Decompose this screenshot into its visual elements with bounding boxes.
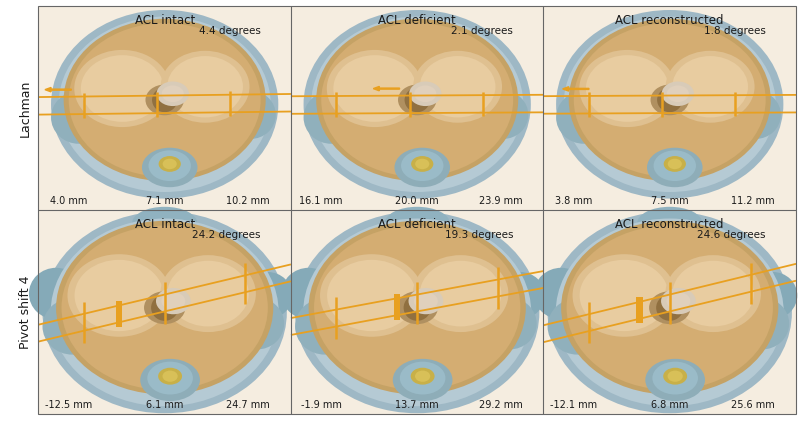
Text: 10.2 mm: 10.2 mm	[226, 196, 270, 206]
Text: CR: CR	[405, 81, 418, 90]
Text: 3.8 mm: 3.8 mm	[555, 196, 593, 206]
Text: -1.9 mm: -1.9 mm	[301, 400, 342, 410]
Text: ACL intact: ACL intact	[134, 14, 194, 27]
Text: 6.8 mm: 6.8 mm	[651, 400, 689, 410]
Text: 6.1 mm: 6.1 mm	[146, 400, 183, 410]
Text: 13.7 mm: 13.7 mm	[395, 400, 439, 410]
Text: -12.5 mm: -12.5 mm	[45, 400, 92, 410]
Text: CR: CR	[76, 82, 90, 91]
Text: 23.9 mm: 23.9 mm	[478, 196, 522, 206]
Text: ACL reconstructed: ACL reconstructed	[615, 218, 724, 231]
Text: 24.6 degrees: 24.6 degrees	[697, 230, 766, 240]
Text: 2.1 degrees: 2.1 degrees	[451, 26, 513, 36]
Text: CR: CR	[594, 81, 607, 90]
Text: ACL deficient: ACL deficient	[378, 14, 456, 27]
Text: 29.2 mm: 29.2 mm	[478, 400, 522, 410]
Text: 19.3 degrees: 19.3 degrees	[445, 230, 513, 240]
Text: 24.2 degrees: 24.2 degrees	[192, 230, 261, 240]
Text: 4.0 mm: 4.0 mm	[50, 196, 87, 206]
Text: Lachman: Lachman	[19, 80, 32, 137]
Text: ACL deficient: ACL deficient	[378, 218, 456, 231]
Text: CR: CR	[126, 305, 139, 314]
Text: 7.1 mm: 7.1 mm	[146, 196, 183, 206]
Text: Pivot shift 4: Pivot shift 4	[19, 276, 32, 349]
Text: 7.5 mm: 7.5 mm	[651, 196, 689, 206]
Text: -12.1 mm: -12.1 mm	[550, 400, 598, 410]
Text: 25.6 mm: 25.6 mm	[731, 400, 775, 410]
Text: 24.7 mm: 24.7 mm	[226, 400, 270, 410]
Text: 16.1 mm: 16.1 mm	[299, 196, 343, 206]
Text: CR: CR	[405, 298, 417, 306]
Text: 20.0 mm: 20.0 mm	[395, 196, 439, 206]
Text: CR: CR	[647, 301, 660, 310]
Text: 1.8 degrees: 1.8 degrees	[704, 26, 766, 36]
Text: ACL intact: ACL intact	[134, 218, 194, 231]
Text: 4.4 degrees: 4.4 degrees	[198, 26, 261, 36]
Text: ACL reconstructed: ACL reconstructed	[615, 14, 724, 27]
Text: 11.2 mm: 11.2 mm	[731, 196, 775, 206]
